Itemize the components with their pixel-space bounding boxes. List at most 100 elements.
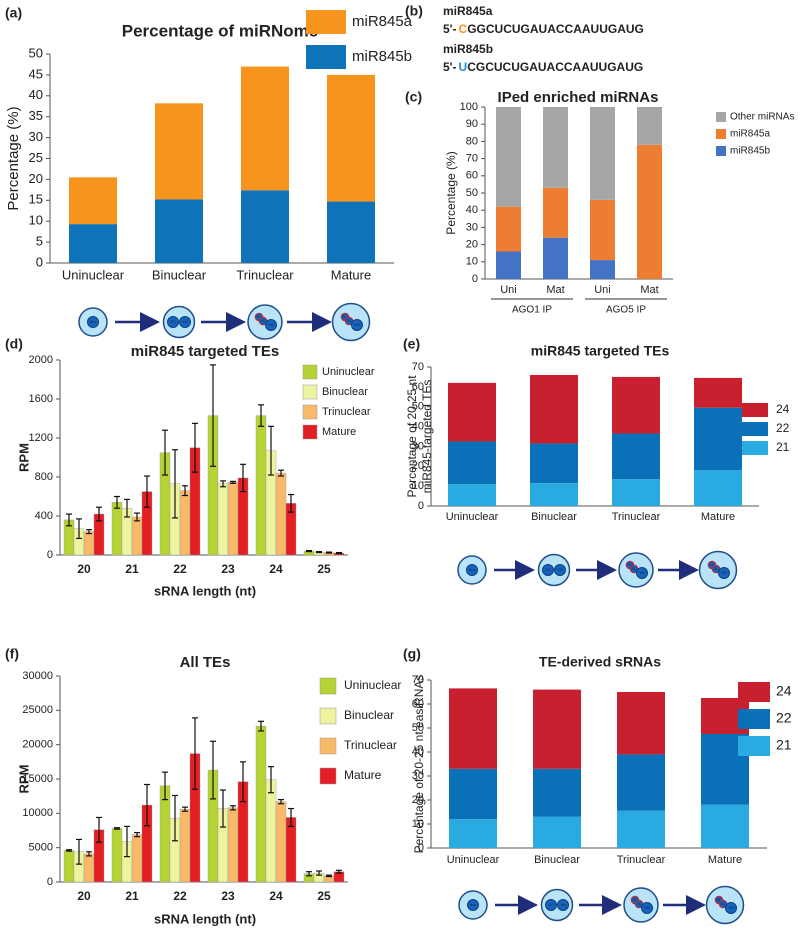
error-bar [220, 480, 226, 488]
y-tick-label: 0 [36, 254, 43, 269]
legend-swatch [716, 146, 726, 156]
bar [179, 809, 191, 883]
nucleus [725, 902, 737, 914]
error-bar [230, 805, 236, 811]
x-tick-label: 22 [173, 889, 187, 903]
legend-swatch [716, 112, 726, 122]
x-tick-label: 23 [221, 889, 235, 903]
y-axis-label: Percentage of 20-25 nt [405, 375, 419, 498]
error-bar [124, 498, 130, 518]
nucleus-label: VN [560, 903, 566, 907]
bar [131, 834, 143, 883]
bar-segment [496, 251, 521, 279]
bar [275, 801, 287, 883]
error-bar [114, 827, 120, 830]
bar-segment [449, 819, 497, 848]
sequence-rest: CGCUCUGAUACCAAUUGAUG [467, 60, 643, 74]
legend-label: 24 [776, 402, 790, 416]
sequence-variant: U [459, 60, 468, 74]
legend-swatch [738, 736, 770, 756]
y-tick-label: 5 [36, 234, 43, 249]
nucleus-label: SC [632, 898, 638, 902]
error-bar [134, 831, 140, 838]
nucleus-label: SC [720, 902, 726, 906]
sequence-variant: C [459, 22, 468, 36]
error-bar [182, 806, 188, 812]
y-tick-label: 0 [47, 876, 53, 888]
y-tick-label: 90 [466, 118, 478, 130]
nucleus-label: SC [346, 319, 352, 323]
nucleus [167, 316, 179, 328]
bar-segment [533, 689, 581, 769]
legend-label: miR845b [730, 146, 770, 157]
bar [111, 828, 123, 883]
bar-segment [155, 199, 203, 263]
error-bar [210, 740, 216, 800]
bar-segment [241, 66, 289, 191]
bar [159, 785, 171, 883]
bar-segment [449, 688, 497, 769]
legend-swatch [319, 737, 337, 755]
bar-segment [448, 484, 496, 506]
bar [255, 415, 267, 556]
nucleus-label: SC [256, 315, 262, 319]
y-tick-label: 20 [412, 460, 424, 472]
error-bar [288, 493, 294, 513]
chart-title: miR845 targeted TEs [531, 343, 670, 359]
error-bar [278, 798, 284, 805]
nucleus-label: VN [268, 323, 274, 327]
y-tick-label: 25 [29, 150, 43, 165]
nucleus-label: SC [631, 567, 637, 571]
y-tick-label: 0 [418, 500, 424, 512]
x-tick-label: 21 [125, 562, 139, 576]
bar-segment [69, 177, 117, 225]
nucleus-label: VN [721, 571, 727, 575]
error-bar [86, 851, 92, 857]
nucleus-label: VN [182, 320, 188, 324]
y-tick-label: 45 [29, 66, 43, 81]
y-tick-label: 1600 [29, 393, 53, 405]
y-tick-label: 2000 [29, 354, 53, 366]
x-tick-label: Uni [594, 284, 611, 296]
legend-swatch [306, 10, 346, 34]
sequence-prefix: 5'- [443, 60, 457, 74]
error-bar [114, 495, 120, 509]
error-bar [258, 720, 264, 732]
legend-swatch [302, 424, 318, 440]
x-tick-label: Trinuclear [612, 511, 661, 523]
error-bar [258, 404, 264, 427]
error-bar [306, 550, 312, 553]
bar-segment [448, 382, 496, 442]
legend-swatch [742, 403, 768, 417]
panel-label: (b) [405, 3, 423, 19]
bar-segment [612, 376, 660, 434]
legend-swatch [738, 682, 770, 702]
bar-segment [496, 206, 521, 252]
nucleus [466, 564, 478, 576]
sequence: 5'- UCGCUCUGAUACCAAUUGAUG [443, 60, 643, 74]
y-tick-label: 30 [466, 221, 478, 233]
y-tick-label: 20000 [22, 739, 53, 751]
error-bar [182, 485, 188, 497]
legend-swatch [302, 384, 318, 400]
y-tick-label: 10 [466, 256, 478, 268]
legend-label: 21 [776, 440, 790, 454]
bar-segment [701, 804, 749, 848]
bar-segment [327, 74, 375, 202]
y-tick-label: 30000 [22, 670, 53, 682]
y-tick-label: 800 [35, 471, 53, 483]
panel-label: (d) [5, 336, 23, 352]
y-axis-label: Percentage (%) [5, 106, 22, 210]
nucleus-label: GC [548, 903, 554, 907]
bar-segment [637, 107, 662, 145]
error-bar [192, 422, 198, 473]
y-tick-label: 5000 [29, 842, 53, 854]
y-tick-label: 30 [412, 440, 424, 452]
y-tick-label: 50 [412, 722, 424, 734]
bar-segment [533, 816, 581, 848]
bar-segment [617, 692, 665, 755]
y-tick-label: 40 [466, 204, 478, 216]
chart-title: miR845 targeted TEs [131, 343, 279, 360]
error-bar [66, 849, 72, 852]
x-tick-label: 21 [125, 889, 139, 903]
